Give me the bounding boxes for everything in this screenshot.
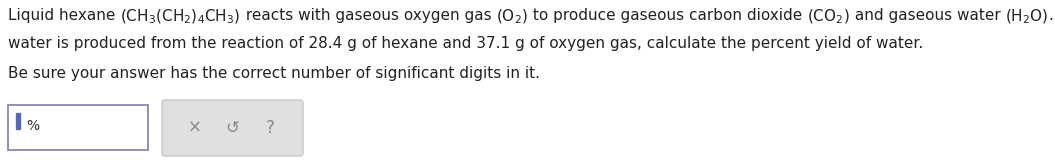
Text: $\mathsf{(H_2O)}$: $\mathsf{(H_2O)}$ [1005,8,1049,26]
Text: reacts with gaseous oxygen gas: reacts with gaseous oxygen gas [241,8,496,23]
Text: ×: × [188,119,202,137]
Bar [8,105,148,150]
Text: $\mathsf{(CH_3(CH_2)_4CH_3)}$: $\mathsf{(CH_3(CH_2)_4CH_3)}$ [120,8,241,26]
Text: $\mathsf{(CO_2)}$: $\mathsf{(CO_2)}$ [807,8,849,26]
Text: water is produced from the reaction of 28.4 g of hexane and 37.1 g of oxygen gas: water is produced from the reaction of 2… [8,36,923,51]
Text: and gaseous water: and gaseous water [849,8,1005,23]
Text: ↺: ↺ [226,119,239,137]
Text: to produce gaseous carbon dioxide: to produce gaseous carbon dioxide [529,8,807,23]
Text: Liquid hexane: Liquid hexane [8,8,120,23]
Text: Be sure your answer has the correct number of significant digits in it.: Be sure your answer has the correct numb… [8,66,540,81]
Text: %: % [26,118,39,133]
Text: $\mathsf{(O_2)}$: $\mathsf{(O_2)}$ [496,8,529,26]
Text: ?: ? [266,119,274,137]
Bar [16,113,20,129]
Text: . If 8.77 g of: . If 8.77 g of [1049,8,1055,23]
FancyBboxPatch shape [162,100,303,156]
